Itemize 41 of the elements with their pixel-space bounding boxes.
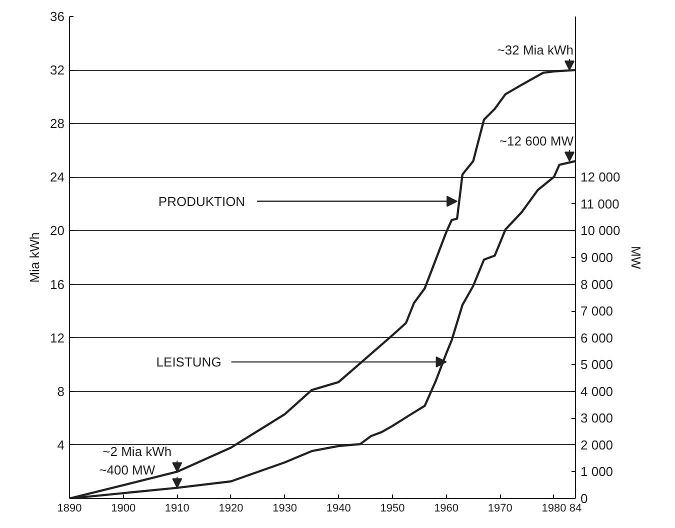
y-axis-title: Mia kWh [27, 232, 42, 283]
x-tick-label: 84 [569, 502, 582, 514]
y2-tick-label: 12 000 [580, 170, 620, 185]
y-tick-label: 24 [50, 170, 65, 185]
annotation: ~12 600 MW [499, 134, 574, 149]
y2-tick-label: 7 000 [580, 304, 614, 319]
y2-tick-label: 10 000 [580, 223, 620, 238]
annotation: LEISTUNG [156, 354, 222, 370]
annotation: ~2 Mia kWh [102, 444, 172, 460]
y2-tick-label: 3 000 [580, 410, 614, 426]
x-tick-label: 1940 [326, 502, 351, 514]
y2-tick-label: 9 000 [580, 250, 614, 265]
y2-tick-label: 11 000 [580, 196, 620, 212]
y2-tick-label: 0 [580, 491, 588, 506]
y-tick-label: 8 [57, 384, 65, 399]
y-tick-label: 32 [50, 62, 65, 78]
y2-tick-label: 6 000 [580, 330, 614, 346]
x-tick-label: 1890 [57, 502, 82, 514]
y2-tick-label: 4 000 [580, 384, 614, 399]
x-tick-label: 1920 [218, 502, 244, 514]
x-tick-label: 1970 [488, 502, 512, 514]
x-tick-label: 1980 [542, 502, 566, 514]
y-tick-label: 4 [57, 437, 65, 452]
y2-tick-label: 2 000 [580, 437, 614, 452]
annotation: ~400 MW [99, 462, 156, 478]
x-tick-label: 1930 [272, 502, 298, 514]
x-tick-label: 1950 [380, 502, 405, 514]
y2-tick-label: 1 000 [580, 464, 614, 480]
y2-axis-title: MW [628, 246, 644, 270]
x-tick-label: 1960 [434, 502, 459, 514]
annotation: PRODUKTION [158, 194, 246, 209]
y-tick-label: 12 [50, 330, 65, 346]
y-tick-label: 36 [50, 9, 65, 24]
y2-tick-label: 5 000 [580, 357, 614, 372]
y-tick-label: 20 [50, 223, 65, 238]
annotation: ~32 Mia kWh [497, 42, 574, 58]
y-tick-label: 16 [50, 276, 65, 292]
x-tick-label: 1900 [111, 502, 136, 514]
x-tick-label: 1910 [164, 502, 190, 514]
y2-tick-label: 8 000 [580, 276, 614, 292]
y-tick-label: 28 [50, 116, 65, 132]
